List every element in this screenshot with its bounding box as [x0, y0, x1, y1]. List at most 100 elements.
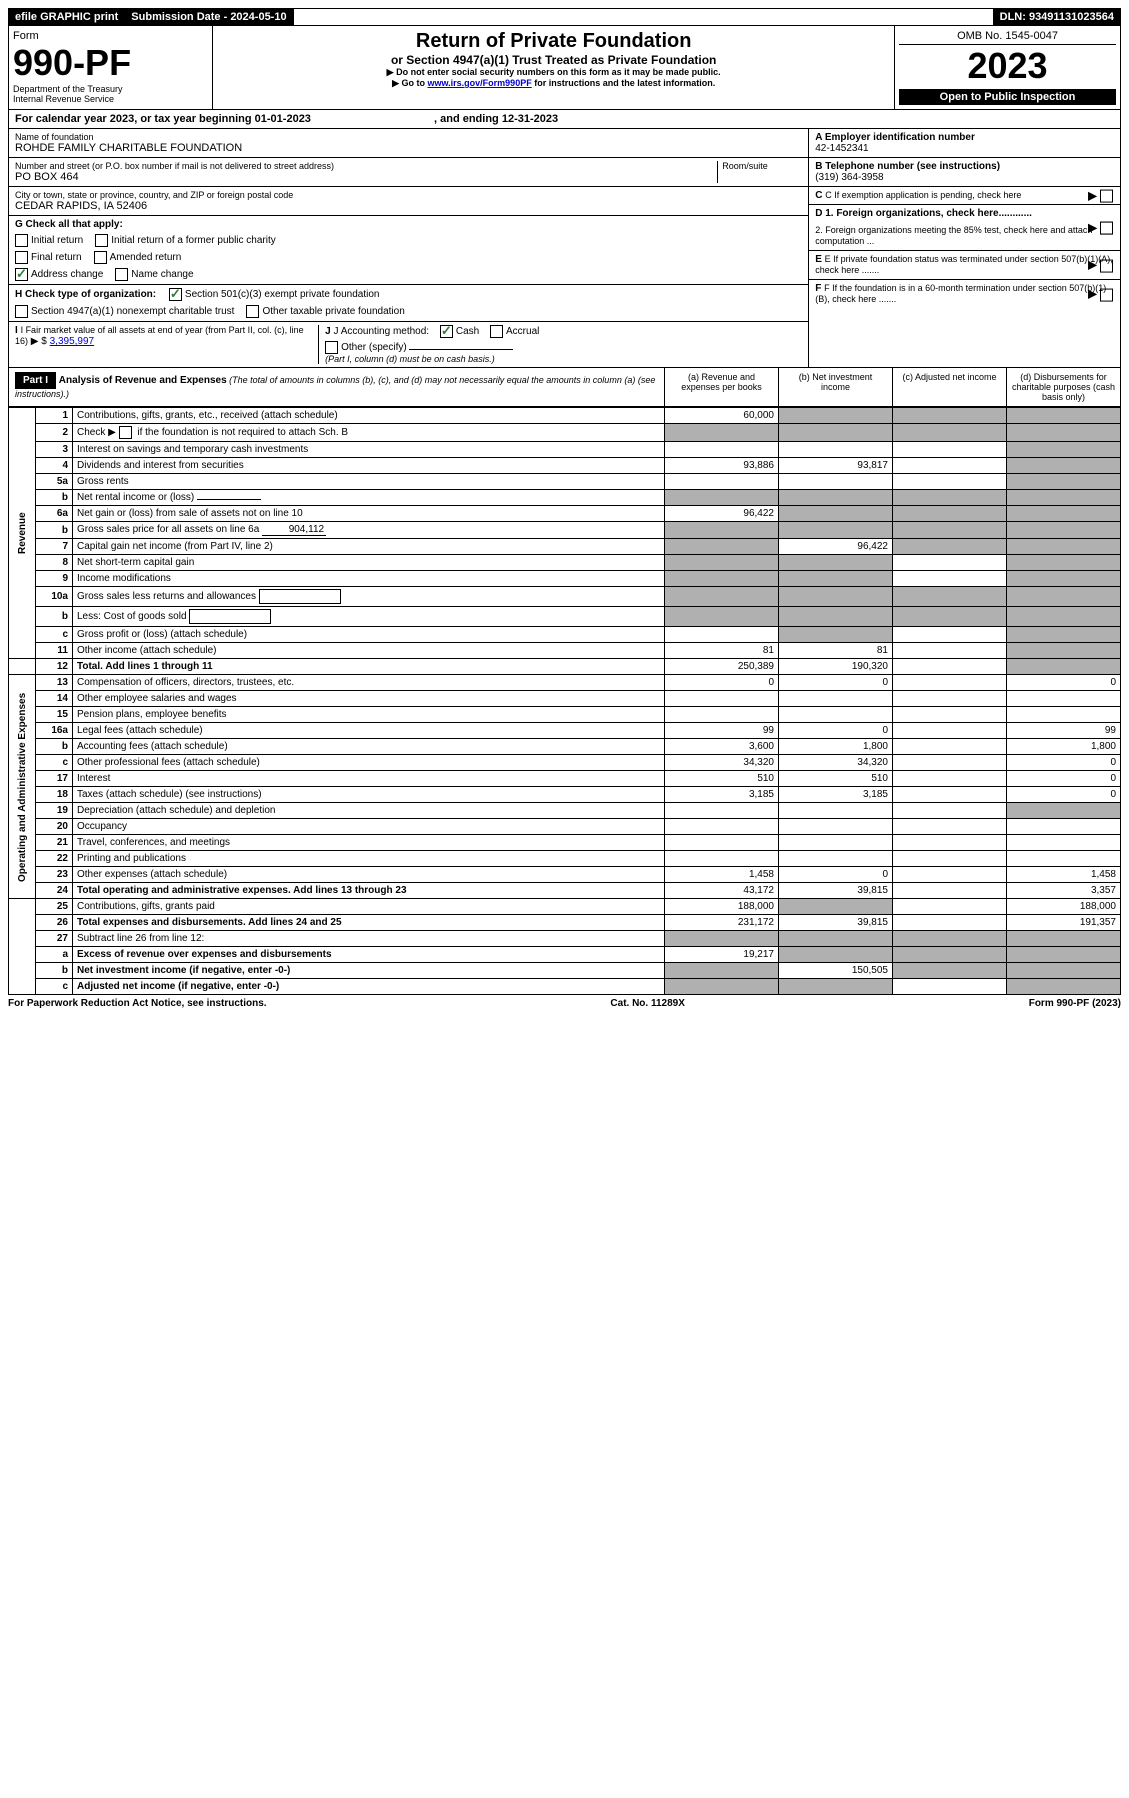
omb-number: OMB No. 1545-0047: [899, 30, 1116, 45]
line-5b-fill[interactable]: [197, 499, 261, 500]
sch-b-checkbox[interactable]: [119, 426, 132, 439]
line-10a-box[interactable]: [259, 589, 341, 604]
4947-checkbox[interactable]: [15, 305, 28, 318]
efile-button[interactable]: efile GRAPHIC print: [9, 9, 125, 25]
calendar-year-row: For calendar year 2023, or tax year begi…: [8, 110, 1121, 129]
line-19-num: 19: [36, 803, 73, 819]
room-label: Room/suite: [722, 161, 802, 171]
line-16b-d: 1,800: [1007, 739, 1121, 755]
line-16c-desc: Other professional fees (attach schedule…: [73, 755, 665, 771]
b-label: B Telephone number (see instructions): [815, 161, 1114, 172]
line-5b-num: b: [36, 490, 73, 506]
line-1-desc: Contributions, gifts, grants, etc., rece…: [73, 408, 665, 424]
line-8-desc: Net short-term capital gain: [73, 555, 665, 571]
city-val: CEDAR RAPIDS, IA 52406: [15, 200, 802, 212]
b-cell: B Telephone number (see instructions) (3…: [809, 158, 1120, 187]
line-10b-box[interactable]: [189, 609, 271, 624]
line-20-desc: Occupancy: [73, 819, 665, 835]
c-checkbox[interactable]: [1100, 190, 1113, 203]
d1-label: D 1. Foreign organizations, check here..…: [815, 208, 1032, 219]
line-9-num: 9: [36, 571, 73, 587]
line-25-d: 188,000: [1007, 899, 1121, 915]
other-taxable-checkbox[interactable]: [246, 305, 259, 318]
city-cell: City or town, state or province, country…: [9, 187, 808, 216]
line-10a-num: 10a: [36, 587, 73, 607]
j-label: J Accounting method:: [333, 326, 429, 337]
line-27b-desc: Net investment income (if negative, ente…: [73, 963, 665, 979]
cal-pre: For calendar year 2023, or tax year begi…: [15, 113, 255, 125]
initial-return-checkbox[interactable]: [15, 234, 28, 247]
line-16c-b: 34,320: [779, 755, 893, 771]
line-16a-a: 99: [665, 723, 779, 739]
accrual-checkbox[interactable]: [490, 325, 503, 338]
col-c-header: (c) Adjusted net income: [892, 368, 1006, 406]
line-10c-num: c: [36, 627, 73, 643]
e-checkbox[interactable]: [1100, 259, 1113, 272]
addr-label: Number and street (or P.O. box number if…: [15, 161, 717, 171]
col-a-header: (a) Revenue and expenses per books: [664, 368, 778, 406]
line-17-b: 510: [779, 771, 893, 787]
line-27a-desc: Excess of revenue over expenses and disb…: [73, 947, 665, 963]
line-23-num: 23: [36, 867, 73, 883]
line-11-desc: Other income (attach schedule): [73, 643, 665, 659]
addr-cell: Number and street (or P.O. box number if…: [9, 158, 808, 187]
other-method-checkbox[interactable]: [325, 341, 338, 354]
line-12-b: 190,320: [779, 659, 893, 675]
other-method-fill[interactable]: [409, 349, 513, 350]
line-27-desc: Subtract line 26 from line 12:: [73, 931, 665, 947]
accrual-label: Accrual: [506, 326, 539, 337]
d2-checkbox[interactable]: [1100, 222, 1113, 235]
final-return-checkbox[interactable]: [15, 251, 28, 264]
line-1-b: [779, 408, 893, 424]
entity-right: A Employer identification number 42-1452…: [808, 129, 1120, 367]
city-label: City or town, state or province, country…: [15, 190, 802, 200]
form-header: Form 990-PF Department of the Treasury I…: [8, 26, 1121, 110]
fmv-link[interactable]: 3,395,997: [50, 336, 95, 347]
top-bar: efile GRAPHIC print Submission Date - 20…: [8, 8, 1121, 26]
line-13-d: 0: [1007, 675, 1121, 691]
c-cell: C C If exemption application is pending,…: [809, 187, 1120, 205]
line-6a-desc: Net gain or (loss) from sale of assets n…: [73, 506, 665, 522]
initial-former-checkbox[interactable]: [95, 234, 108, 247]
line-10c-desc: Gross profit or (loss) (attach schedule): [73, 627, 665, 643]
501c3-checkbox[interactable]: [169, 288, 182, 301]
line-4-b: 93,817: [779, 458, 893, 474]
line-16b-a: 3,600: [665, 739, 779, 755]
part-i-desc: Part I Analysis of Revenue and Expenses …: [9, 368, 664, 406]
line-5a-num: 5a: [36, 474, 73, 490]
form-number: 990-PF: [13, 42, 208, 84]
irs-link[interactable]: www.irs.gov/Form990PF: [428, 78, 532, 88]
line-26-num: 26: [36, 915, 73, 931]
cash-checkbox[interactable]: [440, 325, 453, 338]
name-label: Name of foundation: [15, 132, 802, 142]
line-5b-desc: Net rental income or (loss): [73, 490, 665, 506]
entity-info: Name of foundation ROHDE FAMILY CHARITAB…: [8, 129, 1121, 368]
line-9-desc: Income modifications: [73, 571, 665, 587]
line-25-desc: Contributions, gifts, grants paid: [73, 899, 665, 915]
form-note-1: ▶ Do not enter social security numbers o…: [217, 67, 890, 78]
name-change-checkbox[interactable]: [115, 268, 128, 281]
line-17-desc: Interest: [73, 771, 665, 787]
line-19-desc: Depreciation (attach schedule) and deple…: [73, 803, 665, 819]
line-24-a: 43,172: [665, 883, 779, 899]
line-16c-a: 34,320: [665, 755, 779, 771]
line-4-a: 93,886: [665, 458, 779, 474]
line-16b-num: b: [36, 739, 73, 755]
line-24-desc: Total operating and administrative expen…: [73, 883, 665, 899]
ein-val: 42-1452341: [815, 143, 1114, 154]
line-21-desc: Travel, conferences, and meetings: [73, 835, 665, 851]
f-checkbox[interactable]: [1100, 288, 1113, 301]
foundation-name: ROHDE FAMILY CHARITABLE FOUNDATION: [15, 142, 802, 154]
line-11-num: 11: [36, 643, 73, 659]
name-change-label: Name change: [131, 269, 193, 280]
line-10a-desc: Gross sales less returns and allowances: [73, 587, 665, 607]
d2-label: 2. Foreign organizations meeting the 85%…: [815, 225, 1092, 246]
line-13-desc: Compensation of officers, directors, tru…: [73, 675, 665, 691]
line-23-b: 0: [779, 867, 893, 883]
a-label: A Employer identification number: [815, 132, 1114, 143]
line-7-num: 7: [36, 539, 73, 555]
amended-return-checkbox[interactable]: [94, 251, 107, 264]
line-24-b: 39,815: [779, 883, 893, 899]
line-12-desc: Total. Add lines 1 through 11: [73, 659, 665, 675]
address-change-checkbox[interactable]: [15, 268, 28, 281]
